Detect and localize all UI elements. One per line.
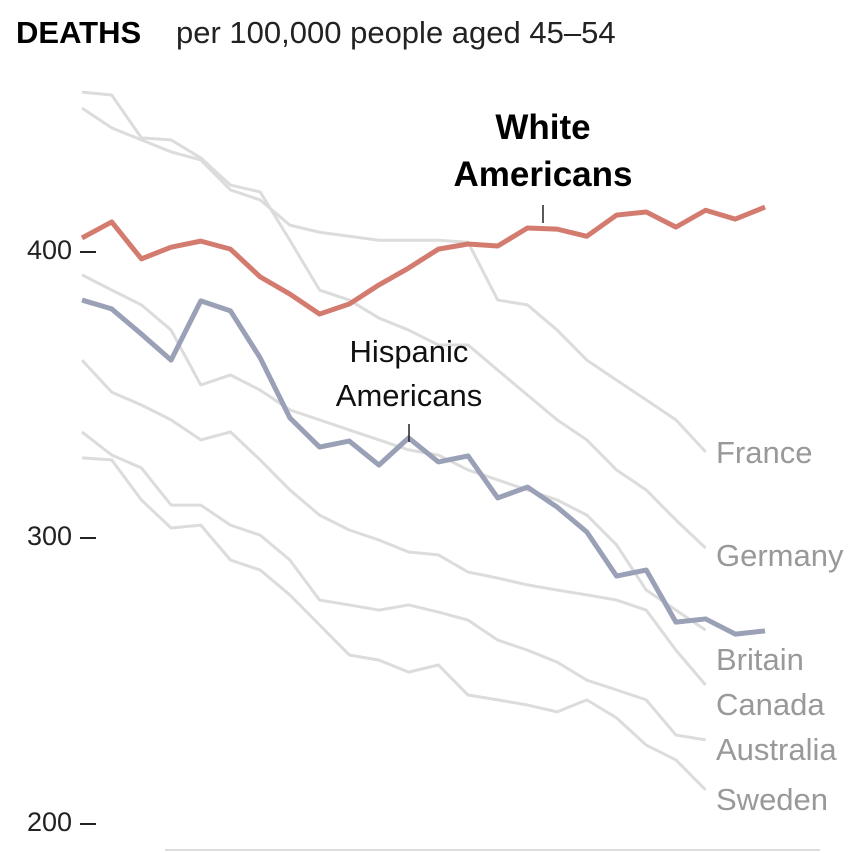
y-tick-label: 200 (27, 807, 72, 837)
series-label: Canada (716, 687, 825, 722)
series-label: White Americans (454, 108, 633, 194)
series-line (81, 430, 706, 742)
series-label: Hispanic Americans (336, 334, 482, 413)
series-line (81, 297, 766, 637)
series-label: Sweden (716, 782, 828, 817)
series-label: Australia (716, 732, 837, 767)
chart-subtitle: per 100,000 people aged 45–54 (176, 15, 616, 50)
series-line (81, 106, 707, 453)
series-line (80, 204, 766, 317)
series-line (81, 273, 707, 632)
y-tick-label: 300 (27, 521, 72, 551)
y-tick-label: 400 (27, 235, 72, 265)
series-label: France (716, 435, 812, 470)
series-line (81, 90, 707, 550)
chart-title: DEATHS (16, 15, 141, 50)
series-label: Germany (716, 538, 844, 573)
series-line (80, 359, 707, 686)
series-label: Britain (716, 642, 804, 677)
series-line (81, 456, 707, 792)
